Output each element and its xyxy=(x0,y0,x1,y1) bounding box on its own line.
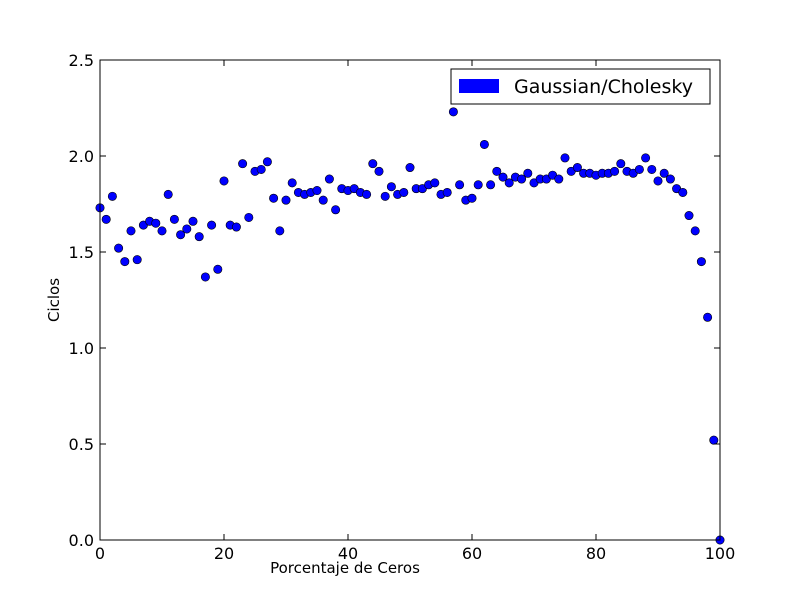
data-point xyxy=(368,159,378,169)
data-point xyxy=(163,189,173,199)
data-point xyxy=(560,153,570,163)
data-point xyxy=(479,139,489,149)
data-point xyxy=(455,180,465,190)
data-point xyxy=(430,178,440,188)
data-point xyxy=(219,176,229,186)
data-point xyxy=(200,272,210,282)
data-point xyxy=(703,312,713,322)
data-point xyxy=(188,216,198,226)
data-point xyxy=(486,180,496,190)
data-point xyxy=(492,166,502,176)
data-point xyxy=(157,226,167,236)
data-point xyxy=(665,174,675,184)
data-point xyxy=(194,232,204,242)
data-point xyxy=(517,174,527,184)
data-point xyxy=(641,153,651,163)
data-point xyxy=(634,164,644,174)
data-point xyxy=(399,187,409,197)
data-point xyxy=(331,205,341,215)
data-point xyxy=(442,187,452,197)
x-tick-label: 0 xyxy=(95,544,105,563)
data-point xyxy=(269,193,279,203)
data-point xyxy=(275,226,285,236)
x-tick-label: 100 xyxy=(705,544,736,563)
y-tick-label: 0.5 xyxy=(69,435,94,454)
y-tick-label: 2.0 xyxy=(69,147,94,166)
data-point xyxy=(647,164,657,174)
axis-ticks: 0 20 40 60 80 100 0.0 0.5 1.0 1.5 2.0 2.5 xyxy=(69,51,736,563)
data-point xyxy=(405,163,415,173)
x-axis-label: Porcentaje de Ceros xyxy=(270,559,420,577)
data-point xyxy=(287,178,297,188)
data-point xyxy=(473,180,483,190)
x-tick-label: 40 xyxy=(338,544,358,563)
data-point xyxy=(684,211,694,221)
data-point xyxy=(213,264,223,274)
legend: Gaussian/Cholesky xyxy=(450,68,711,105)
data-point xyxy=(324,174,334,184)
data-point xyxy=(132,255,142,265)
data-point xyxy=(107,191,117,201)
data-point xyxy=(182,224,192,234)
data-point xyxy=(572,163,582,173)
data-point xyxy=(448,107,458,117)
data-points xyxy=(95,107,725,545)
data-point xyxy=(467,193,477,203)
y-axis-label: Ciclos xyxy=(45,278,63,322)
data-point xyxy=(653,176,663,186)
plot-frame xyxy=(99,59,721,541)
y-tick-label: 1.0 xyxy=(69,339,94,358)
data-point xyxy=(281,195,291,205)
data-point xyxy=(386,182,396,192)
x-tick-label: 60 xyxy=(462,544,482,563)
data-point xyxy=(231,222,241,232)
data-point xyxy=(678,187,688,197)
data-point xyxy=(120,257,130,267)
data-point xyxy=(523,168,533,178)
data-point xyxy=(169,214,179,224)
x-tick-label: 20 xyxy=(214,544,234,563)
data-point xyxy=(659,168,669,178)
data-point xyxy=(256,164,266,174)
data-point xyxy=(380,191,390,201)
y-tick-label: 2.5 xyxy=(69,51,94,70)
data-point xyxy=(262,157,272,167)
data-point xyxy=(696,257,706,267)
data-point xyxy=(554,174,564,184)
data-point xyxy=(126,226,136,236)
data-point xyxy=(616,159,626,169)
data-point xyxy=(114,243,124,253)
data-point xyxy=(690,226,700,236)
data-point xyxy=(374,166,384,176)
data-point xyxy=(504,178,514,188)
y-tick-label: 0.0 xyxy=(69,531,94,550)
data-point xyxy=(101,214,111,224)
data-point xyxy=(176,230,186,240)
data-point xyxy=(312,186,322,196)
data-point xyxy=(362,189,372,199)
x-tick-label: 80 xyxy=(586,544,606,563)
data-point xyxy=(151,218,161,228)
data-point xyxy=(610,166,620,176)
data-point xyxy=(318,195,328,205)
data-point xyxy=(498,172,508,182)
y-tick-label: 1.5 xyxy=(69,243,94,262)
data-point xyxy=(207,220,217,230)
data-point xyxy=(238,159,248,169)
legend-swatch xyxy=(459,79,499,93)
legend-label: Gaussian/Cholesky xyxy=(514,76,693,98)
data-point xyxy=(709,435,719,445)
data-point xyxy=(244,212,254,222)
